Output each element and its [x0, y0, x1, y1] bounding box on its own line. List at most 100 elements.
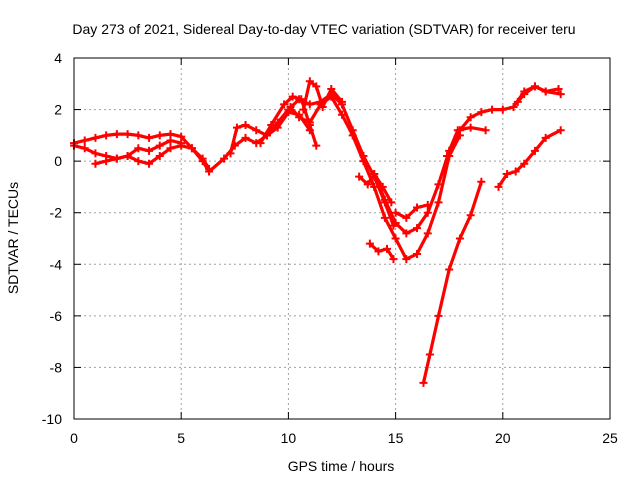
y-tick-label: -2	[50, 205, 63, 221]
series-13	[443, 123, 490, 160]
data-point	[413, 203, 422, 212]
data-point	[80, 144, 89, 153]
data-point	[316, 100, 325, 109]
data-point	[541, 87, 550, 96]
data-point	[434, 180, 443, 189]
data-point	[355, 172, 364, 181]
data-point	[503, 170, 512, 179]
data-series	[70, 77, 565, 387]
data-point	[466, 113, 475, 122]
series-10	[365, 239, 398, 264]
data-point	[297, 95, 306, 104]
series-16	[494, 126, 565, 191]
data-point	[520, 90, 529, 99]
series-line	[421, 180, 483, 385]
data-point	[134, 144, 143, 153]
data-point	[365, 239, 374, 248]
x-tick-label: 15	[388, 430, 404, 446]
data-point	[481, 126, 490, 135]
y-axis-label: SDTVAR / TECUs	[5, 182, 21, 294]
data-point	[391, 208, 400, 217]
data-point	[295, 113, 304, 122]
data-point	[305, 77, 314, 86]
series-line	[496, 128, 563, 189]
y-tick-labels: -10 -8 -6 -4 -2 0 2 4	[42, 50, 62, 427]
data-point	[327, 84, 336, 93]
data-point	[391, 234, 400, 243]
data-point	[380, 213, 389, 222]
data-point	[391, 219, 400, 228]
data-point	[423, 208, 432, 217]
series-3	[91, 141, 214, 176]
series-14	[419, 177, 486, 387]
plot-frame	[73, 57, 611, 420]
data-point	[187, 144, 196, 153]
data-point	[102, 157, 111, 166]
x-axis-label: GPS time / hours	[288, 458, 395, 474]
series-5	[226, 108, 314, 158]
data-point	[286, 102, 295, 111]
data-point	[241, 133, 250, 142]
data-point	[402, 229, 411, 238]
data-point	[488, 105, 497, 114]
data-point	[338, 110, 346, 119]
data-point	[374, 247, 383, 256]
data-point	[425, 350, 434, 359]
data-point	[91, 149, 100, 158]
data-point	[370, 182, 379, 191]
y-tick-label: -6	[50, 308, 63, 324]
y-tick-label: -4	[50, 256, 63, 272]
data-point	[134, 157, 143, 166]
data-point	[232, 123, 241, 132]
data-point	[453, 126, 462, 135]
data-point	[198, 157, 207, 166]
data-point	[509, 102, 518, 111]
data-point	[413, 249, 422, 258]
data-point	[327, 92, 336, 101]
series-7	[299, 77, 346, 114]
data-point	[145, 133, 154, 142]
data-point	[252, 126, 261, 135]
data-point	[554, 84, 563, 93]
x-tick-label: 5	[177, 430, 185, 446]
data-point	[498, 105, 507, 114]
y-tick-label: 0	[54, 153, 62, 169]
data-point	[387, 198, 396, 207]
data-point	[455, 234, 464, 243]
data-point	[434, 198, 443, 207]
data-point	[520, 159, 529, 168]
data-point	[477, 177, 486, 186]
data-point	[402, 255, 411, 264]
data-point	[466, 123, 475, 132]
data-point	[423, 229, 432, 238]
series-line	[445, 125, 488, 158]
data-point	[166, 136, 175, 145]
series-line	[301, 79, 344, 112]
data-point	[205, 167, 214, 176]
data-point	[423, 200, 432, 209]
data-point	[443, 151, 452, 160]
data-point	[166, 144, 175, 153]
data-point	[466, 211, 475, 220]
data-point	[312, 82, 321, 91]
data-point	[299, 105, 308, 114]
data-point	[123, 130, 132, 139]
data-point	[155, 141, 164, 150]
y-tick-label: 4	[54, 50, 62, 66]
data-point	[284, 108, 293, 117]
data-point	[363, 180, 372, 189]
data-point	[288, 92, 297, 101]
data-point	[305, 100, 314, 109]
data-point	[102, 131, 111, 140]
data-point	[556, 126, 565, 135]
data-point	[359, 157, 368, 166]
data-point	[383, 244, 392, 253]
series-line	[394, 203, 430, 220]
data-point	[419, 378, 428, 387]
series-line	[372, 84, 561, 235]
data-point	[413, 224, 422, 233]
x-tick-label: 20	[495, 430, 511, 446]
data-point	[145, 159, 154, 168]
data-point	[267, 121, 276, 130]
data-point	[256, 139, 265, 148]
